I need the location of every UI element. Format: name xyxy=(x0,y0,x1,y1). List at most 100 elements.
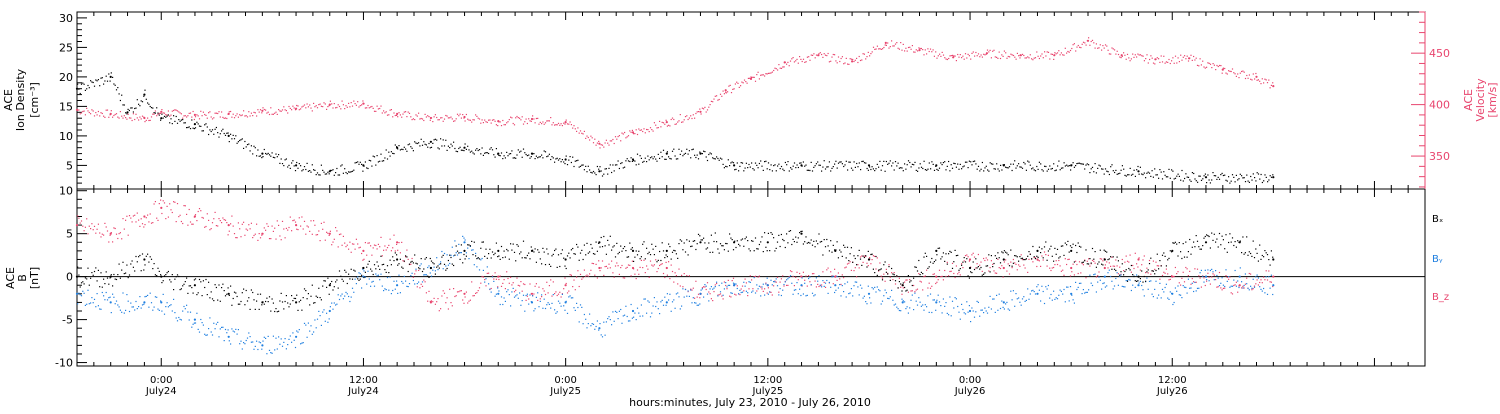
velocity-dot xyxy=(598,141,599,142)
velocity-dot xyxy=(992,51,993,52)
y-tick-label: 0 xyxy=(66,271,73,284)
by-dot xyxy=(1142,289,1143,290)
bz-dot xyxy=(379,246,380,247)
bx-dot xyxy=(969,278,970,279)
bx-dot xyxy=(460,259,461,260)
density-dot xyxy=(133,111,134,112)
by-dot xyxy=(1126,280,1127,281)
bx-dot xyxy=(533,251,534,252)
velocity-dot xyxy=(89,112,90,113)
density-dot xyxy=(387,158,388,159)
by-dot xyxy=(909,307,910,308)
by-dot xyxy=(549,304,550,305)
velocity-dot xyxy=(1161,55,1162,56)
bz-dot xyxy=(430,301,431,302)
density-dot xyxy=(782,169,783,170)
density-dot xyxy=(752,168,753,169)
density-dot xyxy=(929,162,930,163)
bx-dot xyxy=(213,300,214,301)
bz-dot xyxy=(275,239,276,240)
by-dot xyxy=(934,299,935,300)
bz-dot xyxy=(815,281,816,282)
by-dot xyxy=(927,295,928,296)
bz-dot xyxy=(1145,272,1146,273)
bx-dot xyxy=(939,248,940,249)
bx-dot xyxy=(330,283,331,284)
density-dot xyxy=(330,170,331,171)
bx-dot xyxy=(378,266,379,267)
by-dot xyxy=(973,310,974,311)
velocity-dot xyxy=(369,107,370,108)
by-dot xyxy=(1214,279,1215,280)
by-dot xyxy=(255,346,256,347)
velocity-dot xyxy=(957,54,958,55)
density-dot xyxy=(599,166,600,167)
bz-dot xyxy=(221,222,222,223)
bx-dot xyxy=(935,260,936,261)
bz-dot xyxy=(1022,259,1023,260)
bx-dot xyxy=(386,272,387,273)
bz-dot xyxy=(94,226,95,227)
by-dot xyxy=(247,338,248,339)
bz-dot xyxy=(122,218,123,219)
by-point xyxy=(261,344,263,346)
bz-dot xyxy=(684,273,685,274)
bx-dot xyxy=(102,287,103,288)
velocity-dot xyxy=(873,47,874,48)
x-tick-label-time: 12:00 xyxy=(753,375,782,386)
density-dot xyxy=(734,169,735,170)
by-dot xyxy=(1177,285,1178,286)
bz-dot xyxy=(501,286,502,287)
bx-dot xyxy=(331,281,332,282)
bz-dot xyxy=(463,303,464,304)
by-dot xyxy=(169,305,170,306)
density-dot xyxy=(128,109,129,110)
density-dot xyxy=(452,145,453,146)
bx-dot xyxy=(802,231,803,232)
by-dot xyxy=(584,314,585,315)
density-dot xyxy=(378,161,379,162)
bz-dot xyxy=(318,230,319,231)
by-dot xyxy=(1246,283,1247,284)
density-dot xyxy=(812,170,813,171)
bx-dot xyxy=(868,251,869,252)
velocity-dot xyxy=(82,111,83,112)
density-dot xyxy=(746,163,747,164)
velocity-dot xyxy=(432,121,433,122)
density-dot xyxy=(474,153,475,154)
by-dot xyxy=(417,283,418,284)
by-dot xyxy=(746,291,747,292)
bx-dot xyxy=(962,262,963,263)
by-dot xyxy=(955,297,956,298)
by-dot xyxy=(1053,291,1054,292)
bx-dot xyxy=(952,268,953,269)
bz-dot xyxy=(349,242,350,243)
density-dot xyxy=(793,166,794,167)
bx-dot xyxy=(409,264,410,265)
velocity-dot xyxy=(895,44,896,45)
by-dot xyxy=(1188,279,1189,280)
bz-point xyxy=(497,276,499,278)
bx-dot xyxy=(287,302,288,303)
density-dot xyxy=(286,158,287,159)
bz-dot xyxy=(1101,259,1102,260)
by-dot xyxy=(1206,279,1207,280)
density-dot xyxy=(899,168,900,169)
bx-dot xyxy=(413,262,414,263)
x-tick-label-time: 0:00 xyxy=(150,375,172,386)
velocity-dot xyxy=(1018,55,1019,56)
bz-dot xyxy=(1008,263,1009,264)
bz-dot xyxy=(877,257,878,258)
bx-dot xyxy=(843,245,844,246)
density-dot xyxy=(695,157,696,158)
bz-dot xyxy=(813,273,814,274)
by-dot xyxy=(654,297,655,298)
by-dot xyxy=(323,309,324,310)
by-dot xyxy=(1087,292,1088,293)
y2-tick-label: 400 xyxy=(1429,99,1450,112)
density-dot xyxy=(84,84,85,85)
velocity-dot xyxy=(573,125,574,126)
bz-dot xyxy=(1267,279,1268,280)
by-dot xyxy=(454,240,455,241)
velocity-dot xyxy=(347,107,348,108)
